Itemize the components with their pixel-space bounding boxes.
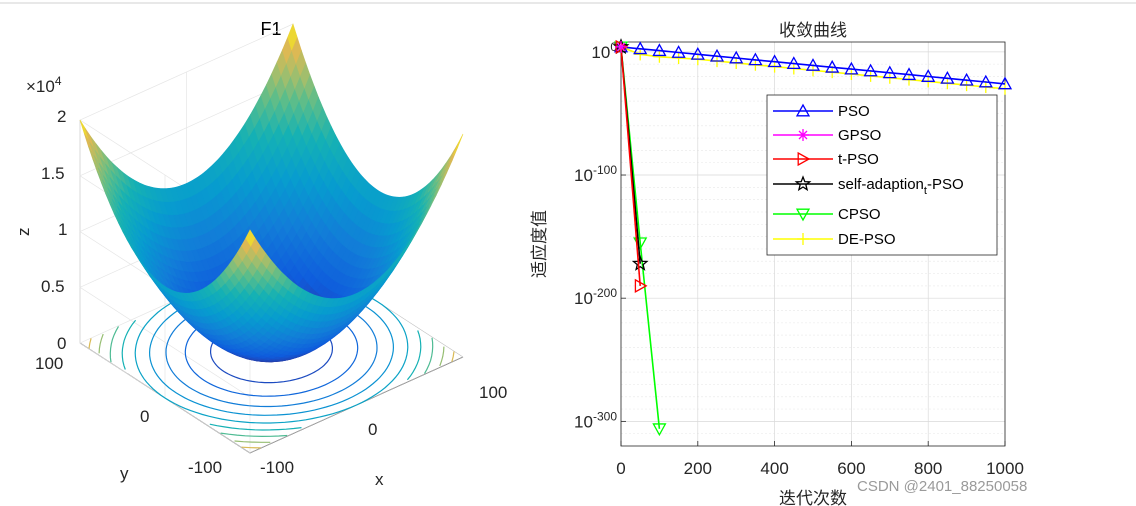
z-exponent-base: ×10 [26, 77, 55, 96]
z-tick-1: 1 [58, 220, 67, 239]
legend-marker-gpso [797, 129, 809, 141]
legend: PSO GPSO t-PSO self-adaptiont-PSO CPSO D… [766, 94, 998, 256]
x-tick-100: 100 [479, 383, 507, 402]
convergence-plot: 收敛曲线 100 10-100 10-200 10-300 0 200 400 600 800… [530, 21, 1024, 506]
legend-item-gpso [773, 129, 833, 141]
x-tick-label: 200 [684, 459, 712, 478]
z-tick-2: 2 [57, 107, 66, 126]
surface-mesh [79, 23, 464, 363]
legend-label-self-adaption-sub: t [924, 185, 927, 197]
point-de-pso [634, 48, 647, 61]
x-tick-label: 800 [914, 459, 942, 478]
watermark: CSDN @2401_88250058 [857, 478, 1027, 495]
point-pso [767, 54, 782, 68]
legend-label-self-adaption-suffix: -PSO [927, 176, 964, 193]
point-pso [671, 45, 686, 58]
series-pso [613, 39, 1013, 90]
series-self-adaption [612, 38, 649, 271]
legend-marker-cpso [795, 208, 811, 222]
point-pso [997, 76, 1013, 90]
series-lines [612, 38, 1013, 437]
point-pso [748, 52, 763, 66]
point-self-adaption [631, 254, 649, 271]
z-axis-label: z [14, 228, 33, 237]
z-exponent-power: 4 [55, 74, 62, 88]
y-tick-neg100: -100 [188, 458, 222, 477]
point-pso [652, 43, 667, 57]
legend-label-gpso: GPSO [838, 127, 881, 144]
legend-marker-t-pso [797, 151, 811, 167]
legend-item-pso [773, 103, 833, 117]
legend-item-self-adaption [773, 175, 833, 192]
x-ticks: 0 200 400 600 800 1000 [616, 441, 1024, 478]
y-tick-label: 10-200 [574, 286, 617, 308]
point-pso [786, 56, 801, 70]
line-pso [620, 46, 1006, 85]
convergence-title: 收敛曲线 [779, 21, 847, 41]
x-tick-label: 600 [837, 459, 865, 478]
point-pso [844, 61, 859, 75]
point-pso [940, 70, 955, 84]
point-pso [978, 74, 993, 88]
convergence-ylabel: 适应度值 [530, 210, 550, 278]
legend-label-self-adaption-name: self-adaption [838, 176, 924, 193]
legend-label-de-pso: DE-PSO [838, 231, 896, 248]
surface-title: F1 [260, 19, 281, 39]
point-pso [921, 69, 936, 82]
point-pso [690, 46, 705, 60]
legend-label-pso: PSO [838, 103, 870, 120]
point-pso [805, 58, 821, 71]
legend-items [773, 103, 833, 245]
series-de-pso [615, 40, 1011, 95]
y-tick-label: 10-100 [574, 163, 617, 185]
z-tick-0: 0 [57, 334, 66, 353]
x-tick-label: 400 [760, 459, 788, 478]
y-tick-100: 100 [35, 354, 63, 373]
legend-marker-self-adaption [794, 175, 812, 192]
y-axis-label: y [120, 464, 129, 483]
x-tick-label: 1000 [986, 459, 1024, 478]
y-tick-0: 0 [140, 407, 149, 426]
z-exponent: ×104 [26, 74, 62, 96]
line-t-pso [620, 46, 641, 286]
point-pso [863, 63, 878, 77]
x-tick-neg100: -100 [260, 458, 294, 477]
legend-box [766, 94, 998, 256]
legend-marker-pso [795, 103, 811, 117]
point-gpso [615, 40, 627, 53]
point-de-pso [653, 50, 666, 63]
series-gpso [615, 40, 627, 53]
legend-item-t-pso [773, 151, 833, 167]
z-tick-0.5: 0.5 [41, 277, 65, 296]
point-pso [709, 48, 725, 62]
point-pso [901, 67, 917, 81]
y-tick-label: 100 [591, 40, 617, 62]
legend-marker-de-pso [797, 233, 809, 245]
legend-label-cpso: CPSO [838, 206, 881, 223]
legend-item-cpso [773, 208, 833, 222]
point-pso [633, 41, 648, 55]
y-tick-label: 10-300 [574, 409, 617, 431]
point-pso [959, 72, 974, 86]
convergence-axes-box [620, 41, 1006, 447]
legend-item-de-pso [773, 233, 833, 245]
surface-patch [453, 133, 464, 156]
point-pso [729, 50, 744, 64]
x-tick-label: 0 [616, 459, 625, 478]
point-pso [882, 65, 897, 79]
y-ticks: 100 10-100 10-200 10-300 [574, 40, 626, 431]
point-cpso [652, 423, 667, 437]
x-tick-0: 0 [368, 420, 377, 439]
z-tick-1.5: 1.5 [41, 164, 65, 183]
convergence-xlabel: 迭代次数 [779, 489, 847, 506]
legend-label-self-adaption: self-adaptiont-PSO [838, 176, 964, 197]
x-axis-label: x [375, 470, 384, 489]
point-de-pso [672, 52, 685, 65]
legend-label-t-pso: t-PSO [838, 151, 879, 168]
point-pso [825, 59, 840, 73]
point-t-pso [634, 278, 648, 293]
surface-plot: F1 0 0.5 1 1.5 2 ×104 z 100 0 -100 y -10… [14, 19, 507, 489]
